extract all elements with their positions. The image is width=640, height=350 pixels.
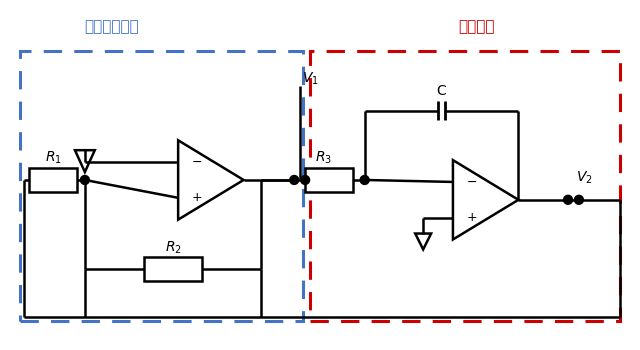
Bar [145,257,202,281]
Text: $R_1$: $R_1$ [45,150,61,166]
Text: コンパレータ: コンパレータ [84,19,139,34]
Circle shape [301,175,310,184]
Text: $R_3$: $R_3$ [316,150,332,166]
Text: +: + [191,191,202,204]
Text: 積分回路: 積分回路 [458,19,495,34]
Text: −: − [192,156,202,169]
Text: C: C [436,84,447,98]
Text: $V_2$: $V_2$ [576,170,593,186]
Text: −: − [467,175,477,188]
Text: $V_1$: $V_1$ [302,71,319,87]
Bar [305,168,353,192]
Circle shape [360,175,369,184]
Circle shape [575,195,584,204]
Text: $R_2$: $R_2$ [164,239,182,256]
Circle shape [564,195,573,204]
Bar [20,51,303,321]
Bar [310,51,620,321]
Bar [29,168,77,192]
Circle shape [81,175,90,184]
Text: +: + [467,211,477,224]
Circle shape [290,175,299,184]
